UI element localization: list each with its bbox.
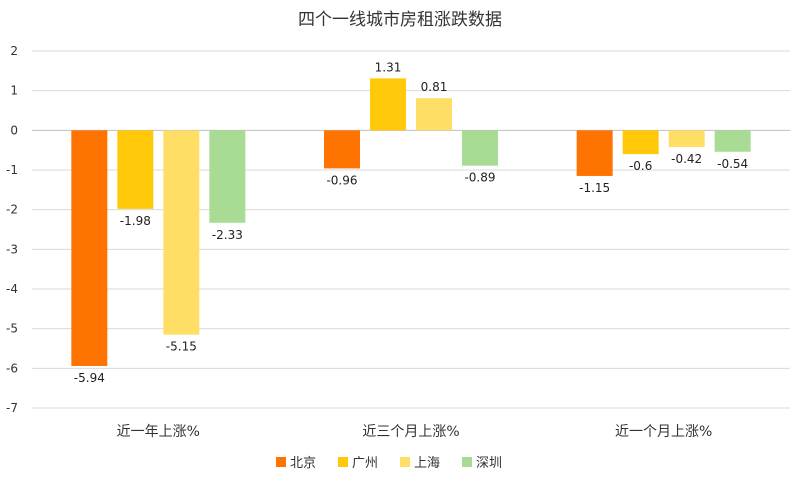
x-axis-categories: 近一年上涨% 近三个月上涨% 近一个月上涨% (117, 424, 713, 440)
data-label: -5.94 (74, 371, 105, 385)
data-label: -0.89 (464, 171, 495, 185)
data-label: -0.42 (671, 152, 702, 166)
bar (71, 130, 108, 366)
y-tick-label: -2 (6, 203, 18, 217)
legend-swatch (462, 457, 472, 467)
legend-label: 广州 (352, 456, 378, 471)
bar (462, 130, 498, 166)
category-label: 近三个月上涨% (362, 424, 459, 440)
data-label: -1.98 (120, 214, 151, 228)
bar (324, 130, 360, 169)
y-tick-label: -1 (6, 163, 18, 177)
data-label: -0.54 (717, 157, 748, 171)
y-tick-label: 2 (10, 44, 18, 58)
legend-label: 北京 (290, 456, 316, 471)
data-label: 0.81 (421, 80, 448, 94)
chart-title: 四个一线城市房租涨跌数据 (298, 10, 502, 30)
bar (576, 130, 613, 176)
y-tick-label: 1 (10, 84, 18, 98)
legend-label: 上海 (414, 456, 440, 471)
y-tick-label: -4 (6, 282, 18, 296)
legend-swatch (276, 457, 286, 467)
y-axis-ticks: 2 1 0 -1 -2 -3 -4 -5 -6 -7 (6, 44, 18, 415)
data-labels: -5.94 -1.98 -5.15 -2.33 -0.96 1.31 0.81 -0.89 -1… (74, 60, 748, 385)
bar (117, 130, 154, 209)
data-label: -2.33 (212, 228, 243, 242)
gridlines (32, 50, 790, 409)
legend-swatch (338, 457, 348, 467)
category-label: 近一年上涨% (117, 424, 200, 440)
legend: 北京 广州 上海 深圳 (276, 456, 502, 471)
bar (714, 130, 751, 152)
legend-swatch (400, 457, 410, 467)
bar (209, 130, 246, 223)
bars (71, 78, 751, 366)
y-tick-label: -3 (6, 242, 18, 256)
data-label: -5.15 (166, 340, 197, 354)
bar (668, 130, 705, 147)
bar (416, 98, 452, 131)
data-label: 1.31 (375, 60, 402, 74)
category-label: 近一个月上涨% (615, 424, 712, 440)
y-tick-label: 0 (10, 123, 18, 137)
bar (163, 130, 200, 335)
bar (370, 78, 406, 131)
bar (622, 130, 659, 155)
legend-label: 深圳 (476, 456, 502, 471)
data-label: -0.6 (629, 159, 652, 173)
y-tick-label: -7 (6, 401, 18, 415)
data-label: -1.15 (579, 181, 610, 195)
y-tick-label: -6 (6, 361, 18, 375)
y-tick-label: -5 (6, 322, 18, 336)
data-label: -0.96 (326, 173, 357, 187)
